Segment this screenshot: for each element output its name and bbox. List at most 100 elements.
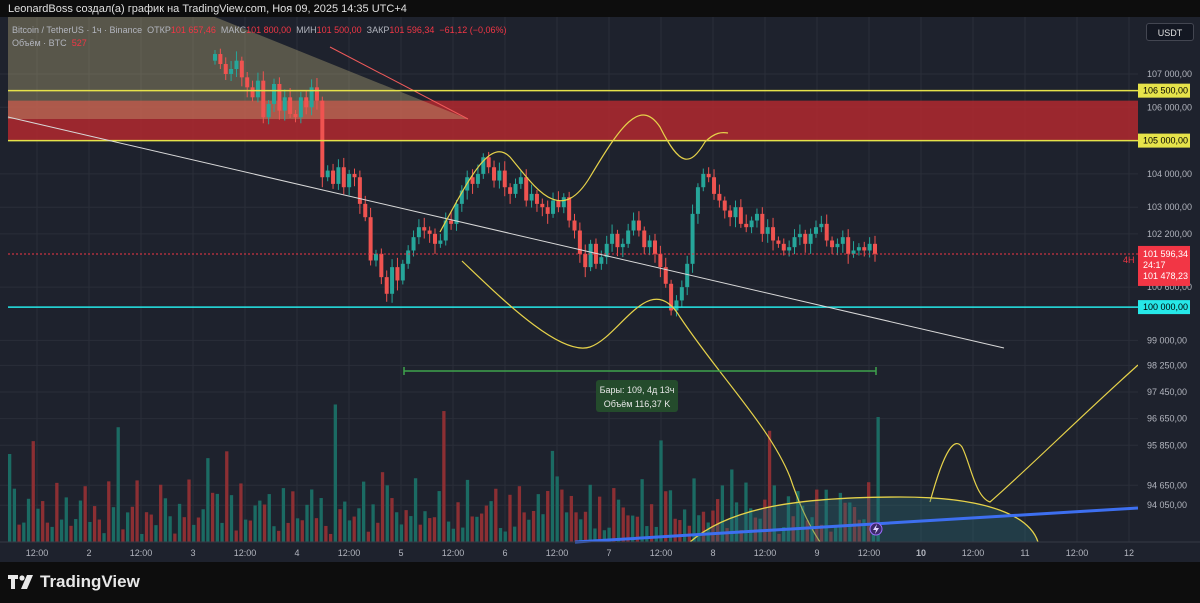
candle-body: [551, 200, 556, 214]
volume-bar: [380, 472, 385, 542]
x-tick-label: 10: [916, 548, 926, 558]
volume-bar: [583, 511, 588, 542]
x-tick-label: 12:00: [1066, 548, 1089, 558]
brand-name: TradingView: [40, 572, 140, 591]
x-tick-label: 12:00: [338, 548, 361, 558]
currency-button[interactable]: USDT: [1146, 23, 1194, 41]
candle-body: [255, 80, 260, 98]
level-price-tag: [1138, 300, 1190, 315]
chart-area[interactable]: Бары: 109, 4д 13ч Объём 116,37 K 107 000,0…: [0, 17, 1200, 562]
volume-bar: [451, 528, 455, 542]
volume-bar: [541, 514, 545, 542]
volume-bar: [173, 533, 177, 542]
volume-bar: [262, 504, 267, 542]
level-price-tag: [1138, 133, 1190, 148]
volume-bar: [74, 519, 78, 542]
volume-bar: [362, 481, 366, 542]
candle-body: [572, 220, 577, 231]
volume-bar: [531, 510, 536, 542]
volume-bar: [244, 519, 248, 542]
high-value: 101 800,00: [246, 25, 292, 35]
volume-bar: [513, 526, 517, 542]
target-ellipse: [689, 496, 1039, 543]
x-tick-label: 8: [710, 548, 715, 558]
volume-bar: [550, 450, 555, 542]
volume-bar: [310, 489, 314, 542]
candle-body: [695, 187, 700, 214]
high-label: МАКС: [220, 25, 247, 35]
volume-bar: [815, 489, 819, 542]
volume-bar: [201, 509, 205, 542]
candle-body: [218, 54, 223, 65]
candle-body: [540, 203, 545, 208]
candle-body: [470, 177, 475, 184]
volume-bar: [347, 520, 352, 542]
candle-body: [556, 200, 561, 208]
volume-bar: [409, 516, 413, 542]
tradingview-logo[interactable]: TradingView: [8, 572, 140, 592]
volume-legend: Объём · BTC 527: [12, 38, 87, 48]
candle-body: [669, 283, 674, 311]
candle-body: [223, 64, 228, 74]
candle-body: [653, 240, 657, 254]
candle-body: [534, 193, 539, 204]
volume-bar: [267, 494, 271, 542]
projection-curve-right: [929, 364, 1139, 503]
volume-bar: [8, 454, 12, 542]
volume-bar: [579, 519, 583, 542]
volume-bar: [720, 485, 725, 542]
volume-bar: [272, 526, 276, 542]
candle-body: [390, 267, 395, 294]
volume-bar: [621, 507, 625, 542]
volume-bar: [664, 491, 668, 542]
volume-bar: [126, 512, 130, 542]
y-tick-label: 102 200,00: [1147, 229, 1192, 239]
close-value: 101 596,34: [389, 25, 435, 35]
x-tick-label: 7: [606, 548, 611, 558]
x-tick-label: 12:00: [962, 548, 985, 558]
volume-bar: [376, 522, 380, 542]
candle-body: [728, 210, 733, 218]
candle-body: [309, 87, 314, 108]
candle-body: [331, 170, 336, 184]
volume-bar: [682, 509, 687, 542]
x-tick-label: 12:00: [442, 548, 465, 558]
candle-body: [604, 243, 609, 258]
candle-body: [277, 83, 282, 111]
volume-bar: [631, 515, 635, 542]
volume-bar: [41, 501, 45, 542]
candle-body: [395, 267, 400, 281]
candle-body: [567, 197, 572, 221]
volume-bar: [177, 503, 182, 542]
volume-bar: [536, 494, 540, 542]
candle-body: [588, 243, 593, 268]
volume-bar: [192, 524, 196, 542]
volume-bar: [446, 521, 451, 542]
volume-bar: [140, 533, 144, 542]
candle-body: [685, 263, 690, 288]
candle-body: [631, 220, 636, 231]
volume-bar: [498, 528, 503, 542]
price-chart[interactable]: Бары: 109, 4д 13ч Объём 116,37 K 107 000,0…: [0, 17, 1200, 562]
volume-bar: [26, 498, 31, 542]
triangle-edge: [329, 46, 469, 120]
candle-body: [373, 253, 378, 261]
volume-bar: [725, 528, 729, 542]
volume-bar: [234, 530, 238, 542]
volume-bar: [862, 519, 866, 542]
volume-bar: [782, 527, 786, 542]
close-label: ЗАКР: [366, 25, 390, 35]
candle-body: [304, 97, 309, 108]
volume-bar: [602, 530, 607, 542]
side-tag: 4H: [1123, 255, 1135, 265]
volume-bar: [786, 496, 791, 542]
volume-bar: [187, 479, 191, 542]
volume-bar: [149, 514, 153, 542]
open-label: ОТКР: [147, 25, 171, 35]
y-tick-label: 97 450,00: [1147, 387, 1187, 397]
volume-bar: [470, 516, 474, 542]
candle-body: [492, 167, 497, 181]
volume-bar: [239, 483, 243, 542]
volume-bar: [612, 488, 616, 542]
candle-body: [508, 187, 513, 194]
